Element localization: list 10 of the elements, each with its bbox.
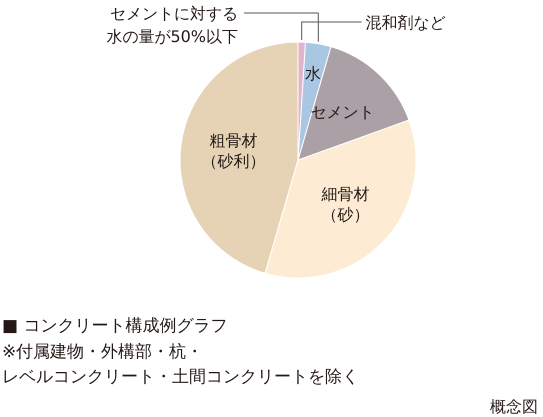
slice-label: 水 [305, 64, 322, 83]
slice-label: 粗骨材（砂利） [202, 130, 266, 171]
text: 概念図 [490, 397, 538, 416]
text: ■ コンクリート構成例グラフ [2, 316, 228, 336]
text: レベルコンクリート・土間コンクリートを除く [2, 367, 359, 387]
slice-label: 混和剤など [366, 13, 446, 32]
slice-label: セメント [310, 102, 374, 122]
slice-label: 細骨材（砂） [320, 184, 370, 224]
text: セメントに対する水の量が50%以下 [106, 4, 238, 46]
text: ※付属建物・外構部・杭・ [2, 342, 204, 362]
